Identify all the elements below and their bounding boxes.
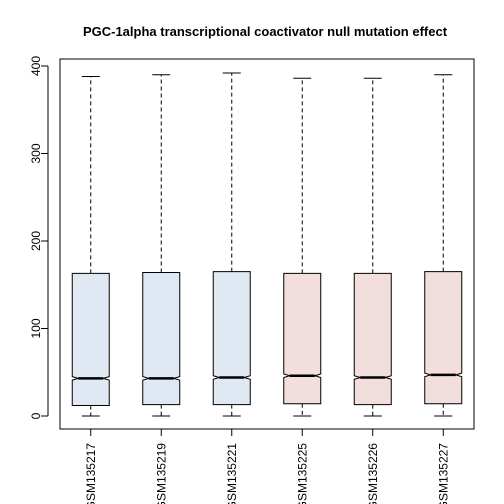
y-tick-label: 300	[29, 143, 43, 163]
box-GSM135227	[424, 74, 463, 417]
box-body	[71, 272, 110, 406]
x-tick-label: GSM135227	[436, 443, 450, 504]
x-tick-label: GSM135217	[84, 443, 98, 504]
y-axis: 0 100 200 300 400	[29, 56, 49, 419]
x-tick-label: GSM135219	[154, 443, 168, 504]
y-tick-label: 100	[29, 318, 43, 338]
box-GSM135226	[353, 77, 392, 417]
box-series	[71, 72, 463, 417]
y-tick-label: 0	[29, 412, 43, 419]
box-body	[353, 272, 392, 406]
x-tick-label: GSM135221	[225, 443, 239, 504]
plot-frame	[59, 58, 475, 430]
x-tick-label: GSM135226	[366, 443, 380, 504]
y-tick-label: 200	[29, 231, 43, 251]
box-GSM135225	[283, 77, 322, 417]
box-GSM135221	[212, 72, 251, 417]
box-body	[142, 272, 181, 406]
chart-title: PGC-1alpha transcriptional coactivator n…	[83, 24, 448, 39]
x-axis: GSM135217 GSM135219 GSM135221 GSM135225 GSM1…	[84, 428, 450, 504]
y-tick-label: 400	[29, 56, 43, 76]
box-GSM135219	[142, 74, 181, 417]
box-body	[212, 271, 251, 406]
box-body	[424, 271, 463, 405]
x-tick-label: GSM135225	[295, 443, 309, 504]
box-GSM135217	[71, 76, 110, 417]
box-body	[283, 272, 322, 405]
